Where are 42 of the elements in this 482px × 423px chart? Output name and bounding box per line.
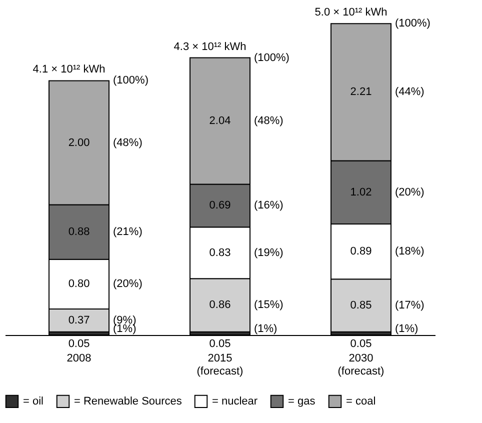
total-label: 5.0 × 10¹² kWh xyxy=(314,6,388,19)
annotation: (100%) xyxy=(394,18,430,30)
annotation: (48%) xyxy=(254,115,284,128)
annotation: (19%) xyxy=(254,246,284,259)
annotation: (16%) xyxy=(254,200,284,212)
annotation: (1%) xyxy=(254,323,278,335)
data-label: 2.21 xyxy=(350,86,372,98)
legend-label: = gas xyxy=(288,395,316,408)
x-tick-label: 2030 (forecast) xyxy=(338,352,384,378)
annotation: (17%) xyxy=(394,300,424,312)
data-label: 0.89 xyxy=(350,246,372,258)
data-label: 0.80 xyxy=(68,278,90,290)
data-label: 0.05 xyxy=(68,338,90,350)
annotation: (48%) xyxy=(113,136,142,149)
legend-label: = coal xyxy=(346,395,376,408)
annotation: (21%) xyxy=(113,226,142,238)
annotation: (100%) xyxy=(254,52,290,64)
data-label: 0.86 xyxy=(209,299,231,312)
legend-label: = nuclear xyxy=(212,395,258,408)
data-label: 0.83 xyxy=(209,246,231,259)
annotation: (1%) xyxy=(394,323,418,335)
annotation: (44%) xyxy=(394,86,424,98)
annotation: (100%) xyxy=(113,74,148,87)
legend-label: = oil xyxy=(23,395,44,408)
annotation: (15%) xyxy=(254,299,284,312)
data-label: 0.05 xyxy=(209,338,231,350)
data-label: 2.04 xyxy=(209,115,231,128)
annotation: (20%) xyxy=(113,278,142,290)
data-label: 0.37 xyxy=(68,314,90,326)
legend-label: = Renewable Sources xyxy=(74,395,182,408)
data-label: 0.88 xyxy=(68,226,90,238)
data-label: 0.05 xyxy=(350,338,372,350)
x-tick-label: 2008 xyxy=(66,352,92,364)
data-label: 2.00 xyxy=(68,136,90,149)
total-label: 4.3 × 10¹² kWh xyxy=(174,40,246,53)
data-label: 1.02 xyxy=(350,186,372,198)
data-label: 0.85 xyxy=(350,300,372,312)
annotation: (20%) xyxy=(394,186,424,198)
total-label: 4.1 × 10¹² kWh xyxy=(32,64,106,76)
annotation: (18%) xyxy=(394,246,424,258)
data-label: 0.69 xyxy=(209,200,231,212)
x-tick-label: 2015 (forecast) xyxy=(196,352,244,378)
